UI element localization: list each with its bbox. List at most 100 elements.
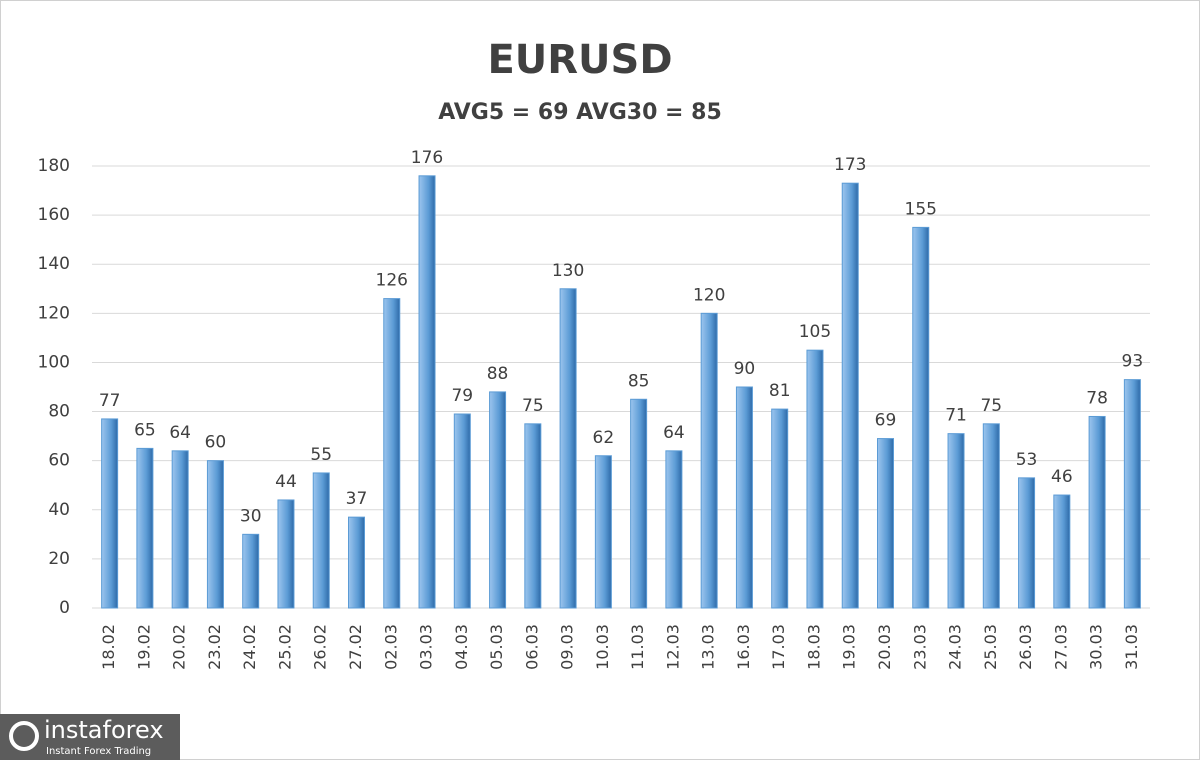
data-label: 155 xyxy=(905,199,937,219)
x-tick-label: 17.03 xyxy=(769,624,788,670)
data-label: 176 xyxy=(411,148,443,168)
x-tick-label: 19.02 xyxy=(134,624,153,670)
bar xyxy=(136,447,154,609)
bar xyxy=(771,408,789,609)
bar xyxy=(277,499,295,609)
x-tick-label: 27.02 xyxy=(346,624,365,670)
watermark-logo xyxy=(9,721,39,751)
x-tick-label: 30.03 xyxy=(1087,624,1106,670)
bar xyxy=(171,450,189,609)
y-tick-label: 160 xyxy=(38,205,70,225)
x-tick-label: 06.03 xyxy=(522,624,541,670)
bar xyxy=(1088,415,1106,609)
x-tick-label: 05.03 xyxy=(487,624,506,670)
data-label: 130 xyxy=(552,261,584,281)
data-label: 105 xyxy=(799,322,831,342)
plot-area: 0 20 40 60 80 100 120 140 160 180 18.02 77 19.02 65 20… xyxy=(38,148,1150,670)
y-tick-label: 140 xyxy=(38,254,70,274)
x-tick-label: 23.03 xyxy=(910,624,929,670)
x-tick-label: 24.02 xyxy=(240,624,259,670)
x-tick-label: 24.03 xyxy=(946,624,965,670)
bar xyxy=(418,175,436,609)
x-tick-label: 03.03 xyxy=(417,624,436,670)
bar xyxy=(206,460,224,609)
bar xyxy=(312,472,330,609)
data-label: 44 xyxy=(275,472,297,492)
data-label: 79 xyxy=(451,386,473,406)
y-tick-label: 120 xyxy=(38,303,70,323)
bar xyxy=(559,288,577,609)
bar xyxy=(700,312,718,609)
x-tick-label: 20.02 xyxy=(170,624,189,670)
x-tick-label: 09.03 xyxy=(558,624,577,670)
x-tick-label: 31.03 xyxy=(1122,624,1141,670)
bar xyxy=(1123,379,1141,609)
data-label: 53 xyxy=(1016,450,1038,470)
x-tick-label: 11.03 xyxy=(628,624,647,670)
bar xyxy=(630,398,648,609)
x-tick-label: 02.03 xyxy=(381,624,400,670)
x-tick-label: 10.03 xyxy=(593,624,612,670)
bar xyxy=(665,450,683,609)
x-tick-label: 04.03 xyxy=(452,624,471,670)
data-label: 55 xyxy=(310,445,332,465)
x-tick-label: 25.02 xyxy=(275,624,294,670)
data-label: 65 xyxy=(134,420,156,440)
data-label: 64 xyxy=(169,423,191,443)
bar xyxy=(947,433,965,609)
watermark: instaforex Instant Forex Trading xyxy=(0,714,180,760)
data-label: 85 xyxy=(628,371,650,391)
bar xyxy=(453,413,471,609)
bar xyxy=(735,386,753,609)
chart-subtitle: AVG5 = 69 AVG30 = 85 xyxy=(438,100,722,125)
data-label: 71 xyxy=(945,406,967,426)
bar xyxy=(877,438,894,609)
data-label: 37 xyxy=(346,489,368,509)
data-label: 46 xyxy=(1051,467,1073,487)
x-tick-label: 12.03 xyxy=(663,624,682,670)
x-tick-label: 23.02 xyxy=(205,624,224,670)
chart-title: EURUSD xyxy=(487,37,672,83)
x-tick-label: 18.02 xyxy=(99,624,118,670)
bar xyxy=(982,423,1000,609)
x-tick-label: 25.03 xyxy=(981,624,1000,670)
y-tick-label: 0 xyxy=(59,598,70,618)
x-tick-label: 18.03 xyxy=(804,624,823,670)
data-label: 62 xyxy=(593,428,615,448)
y-tick-label: 100 xyxy=(38,352,70,372)
data-label: 75 xyxy=(980,396,1002,416)
x-tick-label: 13.03 xyxy=(699,624,718,670)
bar xyxy=(1053,494,1071,609)
data-label: 60 xyxy=(205,433,227,453)
bar xyxy=(594,455,612,609)
y-tick-label: 20 xyxy=(48,549,70,569)
bar xyxy=(489,391,507,609)
x-tick-label: 26.02 xyxy=(311,624,330,670)
y-tick-label: 80 xyxy=(48,402,70,422)
data-label: 78 xyxy=(1086,388,1108,408)
bar xyxy=(348,516,365,609)
data-label: 126 xyxy=(376,271,408,291)
data-label: 90 xyxy=(734,359,756,379)
x-tick-label: 27.03 xyxy=(1051,624,1070,670)
watermark-tagline: Instant Forex Trading xyxy=(46,746,151,757)
watermark-box xyxy=(0,714,180,760)
data-label: 75 xyxy=(522,396,544,416)
bar xyxy=(912,226,930,609)
data-label: 88 xyxy=(487,364,509,384)
x-tick-label: 19.03 xyxy=(840,624,859,670)
watermark-brand: instaforex xyxy=(44,716,164,744)
y-tick-label: 40 xyxy=(48,500,70,520)
data-label: 93 xyxy=(1122,352,1144,372)
bar xyxy=(383,298,401,609)
data-label: 30 xyxy=(240,506,262,526)
bar xyxy=(242,533,260,609)
data-label: 64 xyxy=(663,423,685,443)
y-tick-label: 180 xyxy=(38,156,70,176)
x-tick-label: 16.03 xyxy=(734,624,753,670)
data-label: 120 xyxy=(693,285,725,305)
data-label: 69 xyxy=(875,411,897,431)
bar xyxy=(101,418,119,609)
bar xyxy=(841,182,859,609)
